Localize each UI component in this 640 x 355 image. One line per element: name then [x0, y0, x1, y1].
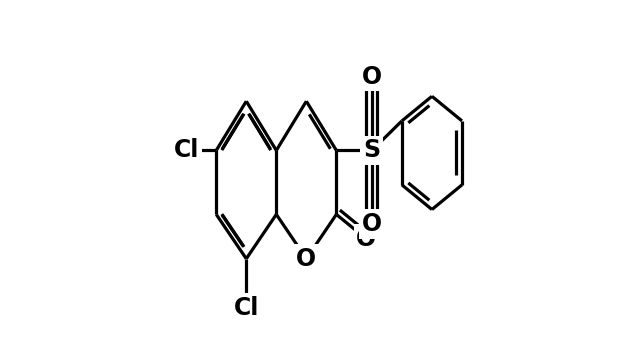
Text: O: O: [356, 227, 376, 251]
Text: S: S: [364, 138, 380, 163]
Text: Cl: Cl: [173, 138, 199, 163]
Text: O: O: [296, 247, 316, 271]
Text: O: O: [362, 212, 382, 236]
Text: O: O: [362, 65, 382, 89]
Text: Cl: Cl: [234, 296, 259, 320]
